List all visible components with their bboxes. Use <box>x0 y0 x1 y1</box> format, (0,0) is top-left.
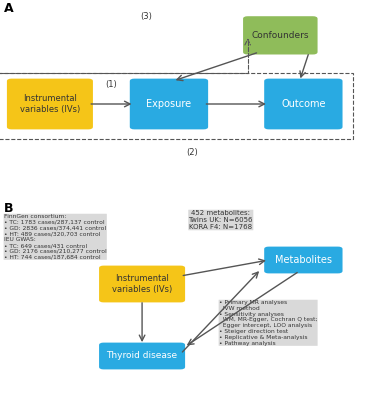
FancyBboxPatch shape <box>130 79 208 129</box>
Text: (1): (1) <box>106 80 117 90</box>
FancyBboxPatch shape <box>264 246 343 274</box>
Text: B: B <box>4 202 13 215</box>
Text: Instrumental
variables (IVs): Instrumental variables (IVs) <box>112 274 172 294</box>
Text: A: A <box>4 2 13 15</box>
FancyBboxPatch shape <box>99 266 185 302</box>
Text: (3): (3) <box>140 12 152 22</box>
Text: • Primary MR analyses
  IVW method
• Sensitivity analyses
  WM, MR-Egger, Cochra: • Primary MR analyses IVW method • Sensi… <box>219 300 318 346</box>
Text: (2): (2) <box>186 148 198 157</box>
FancyBboxPatch shape <box>99 342 185 370</box>
FancyBboxPatch shape <box>7 79 93 129</box>
Text: Metabolites: Metabolites <box>275 255 332 265</box>
Text: Confounders: Confounders <box>252 31 309 40</box>
Text: 452 metabolites:
Twins UK: N=6056
KORA F4: N=1768: 452 metabolites: Twins UK: N=6056 KORA F… <box>189 210 253 230</box>
FancyBboxPatch shape <box>264 79 343 129</box>
Text: Instrumental
variables (IVs): Instrumental variables (IVs) <box>20 94 80 114</box>
Text: Outcome: Outcome <box>281 99 326 109</box>
FancyBboxPatch shape <box>243 16 318 54</box>
Text: FinnGen consortium:
• TC: 1783 cases/287,137 control
• GD: 2836 cases/374,441 co: FinnGen consortium: • TC: 1783 cases/287… <box>4 214 107 260</box>
Text: Thyroid disease: Thyroid disease <box>106 352 178 360</box>
Text: Exposure: Exposure <box>146 99 192 109</box>
